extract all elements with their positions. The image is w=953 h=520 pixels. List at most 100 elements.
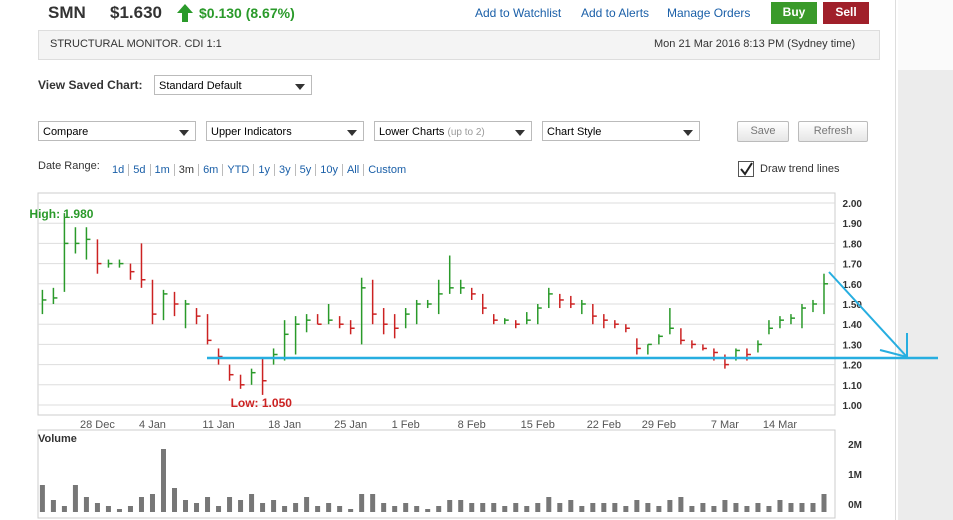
link[interactable]: Add to Alerts [581, 6, 650, 20]
volume-bar [755, 503, 761, 512]
x-tick-label: 25 Jan [334, 419, 367, 431]
volume-title: Volume [38, 433, 77, 445]
volume-bar [414, 506, 420, 512]
volume-bar [480, 503, 486, 512]
annotation: High: 1.980 [29, 207, 93, 221]
main-panel [895, 0, 896, 520]
annotation: Low: 1.050 [231, 396, 293, 410]
link[interactable]: Add to Watchlist [475, 6, 562, 20]
range-link[interactable]: All [341, 164, 364, 176]
y-tick-label: 1M [848, 470, 862, 481]
volume-bar [689, 506, 695, 512]
price: $1.630 [110, 3, 162, 22]
volume-bar [392, 506, 398, 512]
volume-bar [546, 497, 552, 512]
volume-bar [733, 503, 739, 512]
volume-bar [238, 500, 244, 512]
range-link[interactable]: 3y [273, 164, 295, 176]
volume-bar [127, 506, 133, 512]
x-tick-label: 15 Feb [521, 419, 555, 431]
volume-bar [667, 500, 673, 512]
volume-bar [535, 503, 541, 512]
checkbox[interactable] [738, 161, 754, 177]
link[interactable]: Manage Orders [667, 6, 751, 20]
volume-bar [634, 500, 640, 512]
volume-bar [744, 506, 750, 512]
dropdown[interactable]: Lower Charts (up to 2) [374, 121, 532, 141]
volume-bar [172, 488, 178, 512]
x-tick-label: 1 Feb [392, 419, 420, 431]
volume-bar [502, 506, 508, 512]
volume-bar [282, 506, 288, 512]
volume-bar [777, 500, 783, 512]
volume-bar [216, 506, 222, 512]
volume-bar [348, 509, 354, 512]
volume-bar [50, 500, 56, 512]
volume-bar [370, 494, 376, 512]
volume-bar [403, 503, 409, 512]
volume-bar [61, 506, 67, 512]
volume-bar [381, 503, 387, 512]
range-link[interactable]: 10y [315, 164, 342, 176]
range-link[interactable]: Custom [363, 164, 411, 176]
range-link[interactable]: 1m [149, 164, 174, 176]
x-tick-label: 18 Jan [268, 419, 301, 431]
volume-bar [810, 503, 816, 512]
volume-bar [821, 494, 827, 512]
range-link[interactable]: 5y [294, 164, 316, 176]
range-link[interactable]: 3m [173, 164, 199, 176]
range-link[interactable]: 1d [112, 164, 125, 176]
label: Draw trend lines [760, 163, 840, 175]
sell-button[interactable]: Sell [823, 2, 869, 24]
volume-bar [590, 503, 596, 512]
volume-bar [722, 500, 728, 512]
volume-bar [491, 503, 497, 512]
label: Date Range: [38, 160, 100, 172]
dropdown[interactable]: Compare [38, 121, 196, 141]
volume-bar [557, 503, 563, 512]
volume-bar [458, 500, 464, 512]
dropdown[interactable]: Upper Indicators [206, 121, 364, 141]
volume-bar [799, 503, 805, 512]
volume-bar [425, 509, 431, 512]
volume-bar [83, 497, 89, 512]
up-arrow [177, 4, 193, 22]
chart: 1.00 1.10 1.20 1.30 1.40 1.50 1.60 1.70 1.80 1.90… [29, 192, 863, 519]
volume-bar [447, 500, 453, 512]
range-link[interactable]: YTD [222, 164, 254, 176]
volume-bar [293, 503, 299, 512]
volume-bar [94, 503, 100, 512]
refresh-button[interactable]: Refresh [798, 121, 868, 142]
x-tick-label: 28 Dec [80, 419, 115, 431]
y-tick-label: 2.00 [843, 199, 863, 210]
volume-bar [656, 506, 662, 512]
save-button[interactable]: Save [737, 121, 789, 142]
x-tick-label: 11 Jan [202, 419, 234, 431]
volume-bar [183, 500, 189, 512]
x-tick-label: 7 Mar [711, 419, 739, 431]
volume-bar [469, 503, 475, 512]
dropdown[interactable]: Standard Default [154, 75, 312, 95]
volume-bar [194, 503, 200, 512]
volume-bar [623, 506, 629, 512]
volume-bar [788, 503, 794, 512]
x-tick-label: 22 Feb [587, 419, 621, 431]
volume-bar [359, 494, 365, 512]
dropdown[interactable]: Chart Style [542, 121, 700, 141]
volume-bar [678, 497, 684, 512]
volume-bar [612, 503, 618, 512]
x-tick-label: 8 Feb [458, 419, 486, 431]
volume-bar [766, 506, 772, 512]
volume-bar [645, 503, 651, 512]
volume-bar [271, 500, 277, 512]
buy-button[interactable]: Buy [771, 2, 817, 24]
volume-bar [39, 485, 45, 512]
dropdown-text: Lower Charts [379, 126, 445, 138]
range-link[interactable]: 1y [253, 164, 274, 176]
range-link[interactable]: 6m [198, 164, 223, 176]
volume-bar [568, 500, 574, 512]
volume-bar [160, 449, 166, 512]
y-tick-label: 1.70 [843, 260, 863, 271]
range-link[interactable]: 5d [128, 164, 150, 176]
x-tick-label: 29 Feb [642, 419, 676, 431]
